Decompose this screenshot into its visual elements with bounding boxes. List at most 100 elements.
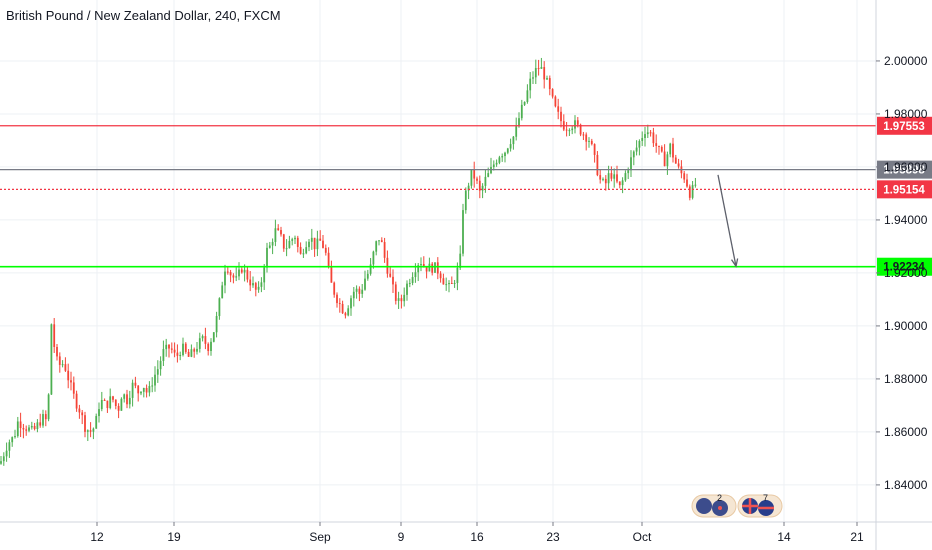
candle (224, 264, 226, 294)
candle-body (672, 143, 674, 158)
candle-body (434, 262, 436, 273)
candle-body (33, 425, 36, 429)
projection-arrow[interactable] (717, 174, 739, 268)
candle (291, 237, 294, 246)
candle (210, 338, 212, 356)
candle-body (235, 276, 238, 278)
candle (560, 106, 562, 128)
candle-body (338, 303, 341, 305)
candle (302, 248, 305, 258)
candle (280, 226, 282, 237)
candle (543, 61, 546, 89)
candle-body (268, 245, 271, 248)
candle-body (613, 174, 616, 179)
candle (498, 155, 501, 165)
candle-body (481, 185, 484, 191)
candle (109, 388, 112, 410)
candle (204, 327, 207, 350)
candle (207, 342, 210, 356)
candle (170, 342, 173, 354)
candle (126, 389, 128, 409)
candle-body (540, 67, 543, 69)
candle (173, 342, 176, 358)
candle (663, 144, 666, 167)
price-tag-1.95898[interactable]: 1.95898 (877, 160, 932, 179)
candle-body (596, 154, 599, 176)
price-tag-1.97553[interactable]: 1.97553 (877, 116, 932, 135)
candle-body (327, 252, 330, 268)
candle (95, 413, 98, 429)
candle (333, 281, 336, 298)
candle (193, 347, 196, 358)
candle (641, 131, 644, 146)
candle-body (414, 272, 417, 278)
candle (0, 455, 2, 465)
candle (70, 371, 72, 391)
candle-body (560, 111, 562, 122)
candle (677, 158, 680, 169)
candle-body (170, 348, 173, 350)
candle-body (588, 140, 590, 142)
candle-body (495, 162, 498, 165)
candle (313, 237, 316, 257)
candle (117, 403, 120, 419)
price-tag-bg (877, 180, 932, 199)
candle (582, 131, 585, 141)
candle (434, 262, 436, 273)
candle (114, 399, 117, 410)
arrow-head (730, 258, 739, 268)
flag-star (718, 506, 722, 510)
candle-body (630, 157, 632, 171)
candle (520, 99, 523, 121)
candle (386, 250, 389, 278)
candle (263, 264, 266, 291)
candle-body (478, 180, 481, 191)
candle-body (557, 106, 560, 112)
candle (176, 344, 179, 363)
candle (425, 266, 428, 279)
candle-body (257, 286, 260, 290)
candle-body (568, 130, 571, 132)
event-badge-uk[interactable]: 7 (737, 493, 783, 518)
candle (383, 237, 386, 263)
candle (448, 280, 450, 293)
horizontal-lines[interactable]: 1.97553 1.95898 1.95154 1.92234 (0, 116, 932, 276)
candle-body (58, 356, 61, 365)
candle (406, 280, 408, 301)
price-tag-1.95154[interactable]: 1.95154 (877, 180, 932, 199)
arrow-shaft[interactable] (717, 174, 737, 267)
candle (36, 419, 39, 433)
candle (235, 267, 238, 282)
candle (338, 298, 341, 313)
candle (548, 75, 551, 96)
price-tag-1.92234[interactable]: 1.92234 (877, 257, 932, 276)
candle-body (165, 344, 168, 350)
candle (585, 132, 588, 151)
candle (604, 175, 607, 191)
candle (655, 134, 658, 153)
candle (330, 260, 333, 283)
candle-body (224, 271, 226, 286)
candle-body (114, 399, 117, 406)
candle-body (652, 132, 655, 144)
event-badge-nz[interactable]: 2 (691, 493, 737, 518)
candle (128, 390, 131, 409)
candle-body (296, 237, 299, 247)
candle-body (582, 134, 585, 136)
candle (305, 241, 308, 255)
candle (299, 242, 302, 255)
candle (646, 124, 649, 139)
candle-body (100, 400, 103, 410)
candle-body (151, 385, 154, 387)
candle (350, 295, 352, 316)
candle (44, 410, 47, 427)
candle (473, 161, 476, 188)
candle-body (420, 264, 422, 266)
candle (523, 101, 526, 106)
candle (366, 269, 369, 281)
candle (308, 238, 310, 252)
